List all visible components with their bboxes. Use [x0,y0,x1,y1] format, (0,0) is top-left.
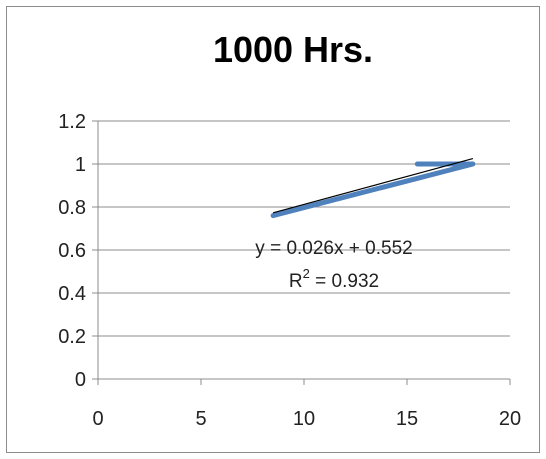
series-group [270,161,476,219]
x-tick-label-1: 5 [195,408,206,430]
y-tick-label-5: 1 [75,154,86,176]
series-line-0 [270,161,476,219]
y-tick-label-3: 0.6 [58,240,86,262]
chart-title: 1000 Hrs. [213,29,373,70]
y-tick-label-2: 0.4 [58,283,86,305]
y-tick-label-6: 1.2 [58,111,86,133]
x-tick-label-0: 0 [92,408,103,430]
grid-lines [98,120,510,337]
x-tick-label-2: 10 [293,408,315,430]
y-tick-label-4: 0.8 [58,197,86,219]
y-tick-label-1: 0.2 [58,326,86,348]
r-squared-exponent: 2 [303,266,310,281]
y-tick-labels: 0 0.2 0.4 0.6 0.8 1 1.2 [58,111,86,391]
r-squared-value: = 0.932 [310,271,379,292]
r-squared-label: R2 = 0.932 [289,266,379,292]
x-tick-label-3: 15 [396,408,418,430]
trendline [272,158,474,214]
x-tick-labels: 0 5 10 15 20 [92,408,521,430]
x-tick-label-4: 20 [499,408,521,430]
axes [92,120,511,385]
trendline-group [272,158,474,214]
r-squared-r: R [289,271,303,292]
y-tick-label-0: 0 [75,369,86,391]
trendline-equation: y = 0.026x + 0.552 [255,238,412,259]
